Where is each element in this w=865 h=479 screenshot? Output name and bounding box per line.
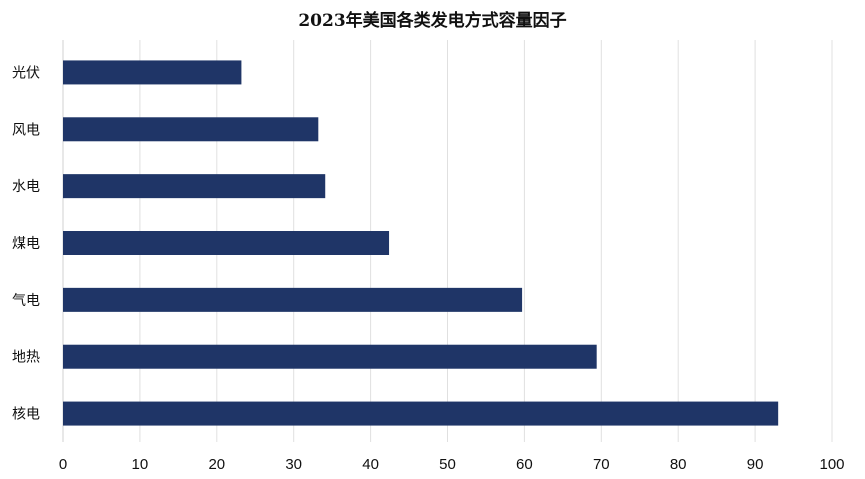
x-tick-label: 80: [670, 456, 687, 473]
bar-3: [63, 231, 390, 255]
x-tick-label: 100: [819, 456, 844, 473]
x-tick-label: 0: [59, 456, 67, 473]
y-category-label: 地热: [12, 350, 40, 366]
x-tick-label: 70: [593, 456, 610, 473]
y-category-label: 水电: [12, 179, 40, 195]
y-category-label: 光伏: [12, 65, 40, 81]
x-tick-label: 90: [747, 456, 764, 473]
bar-0: [63, 60, 242, 85]
x-tick-label: 20: [208, 456, 225, 473]
x-tick-label: 10: [132, 456, 149, 473]
y-category-label: 气电: [12, 293, 40, 309]
bar-6: [63, 401, 779, 426]
y-category-label: 煤电: [12, 236, 40, 252]
bar-2: [63, 174, 326, 199]
bar-4: [63, 287, 523, 312]
x-tick-label: 40: [362, 456, 379, 473]
x-tick-label: 30: [285, 456, 302, 473]
y-category-label: 核电: [12, 407, 40, 423]
bar-1: [63, 117, 319, 142]
bar-5: [63, 344, 597, 369]
y-category-label: 风电: [12, 122, 40, 138]
chart-title: 2023年美国各类发电方式容量因子: [298, 11, 567, 31]
x-tick-label: 50: [439, 456, 456, 473]
x-tick-label: 60: [516, 456, 533, 473]
